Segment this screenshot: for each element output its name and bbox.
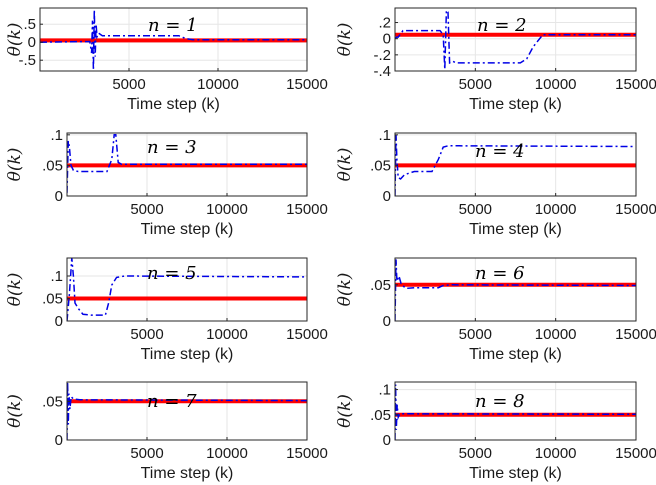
y-tick-label: .05 <box>42 393 63 410</box>
y-tick-label: .1 <box>378 382 391 399</box>
y-tick-label: .05 <box>42 157 63 174</box>
axis-frame <box>394 257 637 322</box>
x-tick-label: 5000 <box>459 76 492 93</box>
y-axis-label: θ(k) <box>335 23 355 57</box>
x-axis-label: Time step (k) <box>469 346 562 363</box>
y-axis-label: θ(k) <box>5 394 25 428</box>
y-axis-label: θ(k) <box>5 273 25 307</box>
subplot-title: n = 1 <box>148 15 198 36</box>
y-tick-label: -.5 <box>18 52 36 69</box>
x-axis-label: Time step (k) <box>127 96 220 113</box>
y-tick-label: .1 <box>50 268 63 285</box>
y-axis-label: θ(k) <box>335 273 355 307</box>
estimate-line <box>395 134 636 196</box>
subplot-2: 5000 10000 15000 -.4-.20.2 Time step (k) θ(k)… <box>335 7 656 113</box>
x-tick-label: 15000 <box>286 326 328 343</box>
y-axis-label: θ(k) <box>5 148 25 182</box>
y-tick-label: 0 <box>383 313 391 330</box>
x-tick-label: 10000 <box>206 445 248 462</box>
axis-frame <box>66 132 308 197</box>
estimate-line <box>67 382 307 440</box>
y-tick-label: 0 <box>383 188 391 205</box>
x-tick-label: 10000 <box>535 201 577 218</box>
x-tick-label: 10000 <box>535 445 577 462</box>
x-tick-label: 5000 <box>459 326 492 343</box>
y-tick-label: -.4 <box>373 63 391 80</box>
subplot-1: 5000 10000 15000 -.50.5 Time step (k) θ(k) n =… <box>5 7 328 113</box>
x-axis-label: Time step (k) <box>469 96 562 113</box>
x-tick-label: 10000 <box>206 201 248 218</box>
subplot-6: 5000 10000 15000 0 .05 Time step (k) θ(k) n = 6 <box>335 257 656 363</box>
y-tick-label: 0 <box>383 31 391 48</box>
axis-frame <box>394 7 637 72</box>
x-tick-label: 5000 <box>112 76 145 93</box>
x-tick-label: 5000 <box>459 445 492 462</box>
x-tick-label: 10000 <box>535 76 577 93</box>
y-tick-label: .1 <box>50 127 63 144</box>
x-tick-label: 5000 <box>459 201 492 218</box>
subplot-title: n = 5 <box>147 263 197 284</box>
subplot-3: 5000 10000 15000 0 .05 .1 Time step (k) θ(k) n =… <box>5 127 328 238</box>
subplot-title: n = 4 <box>475 141 525 162</box>
x-axis-label: Time step (k) <box>141 221 234 238</box>
y-tick-label: .2 <box>378 15 391 32</box>
x-tick-label: 15000 <box>615 201 656 218</box>
y-tick-label: 0 <box>55 313 63 330</box>
estimate-line <box>67 134 307 193</box>
x-tick-label: 5000 <box>130 326 163 343</box>
y-axis-label: θ(k) <box>335 148 355 182</box>
x-tick-label: 10000 <box>535 326 577 343</box>
x-axis-label: Time step (k) <box>469 221 562 238</box>
axis-frame <box>66 257 308 322</box>
subplot-title: n = 3 <box>147 137 197 158</box>
subplot-title: n = 7 <box>147 391 197 412</box>
y-tick-label: .05 <box>42 291 63 308</box>
x-tick-label: 15000 <box>615 76 656 93</box>
x-tick-label: 15000 <box>615 326 656 343</box>
subplot-title: n = 8 <box>475 391 525 412</box>
subplot-title: n = 2 <box>477 15 527 36</box>
y-tick-label: .1 <box>378 127 391 144</box>
x-tick-label: 15000 <box>286 445 328 462</box>
x-axis-label: Time step (k) <box>141 346 234 363</box>
plot-area <box>66 257 308 322</box>
x-axis-label: Time step (k) <box>141 465 234 482</box>
x-tick-label: 10000 <box>197 76 239 93</box>
y-tick-label: 0 <box>55 188 63 205</box>
subplot-7: 5000 10000 15000 0 .05 Time step (k) θ(k) n = 7 <box>5 381 328 482</box>
y-tick-label: .05 <box>370 277 391 294</box>
subplot-8: 5000 10000 15000 0 .05 .1 Time step (k) θ(k) n =… <box>335 381 656 482</box>
y-axis-label: θ(k) <box>5 23 25 57</box>
subplot-title: n = 6 <box>475 263 525 284</box>
x-tick-label: 15000 <box>615 445 656 462</box>
estimate-line <box>67 258 307 321</box>
y-tick-label: 0 <box>383 432 391 449</box>
estimate-line <box>395 384 636 440</box>
y-tick-label: 0 <box>55 432 63 449</box>
subplot-5: 5000 10000 15000 0 .05 .1 Time step (k) θ(k) n =… <box>5 257 328 363</box>
x-axis-label: Time step (k) <box>469 465 562 482</box>
plot-area <box>66 381 308 441</box>
axis-frame <box>394 381 637 441</box>
subplot-4: 5000 10000 15000 0 .05 .1 Time step (k) θ(k) n =… <box>335 127 656 238</box>
axis-frame <box>394 132 637 197</box>
x-tick-label: 15000 <box>286 76 328 93</box>
y-axis-label: θ(k) <box>335 394 355 428</box>
y-tick-label: -.2 <box>373 47 391 64</box>
y-tick-label: 0 <box>28 34 36 51</box>
estimate-line <box>395 8 636 70</box>
x-tick-label: 5000 <box>130 201 163 218</box>
axis-frame <box>39 7 308 72</box>
estimate-line <box>395 259 636 321</box>
estimate-line <box>40 9 307 71</box>
plot-area <box>394 257 637 322</box>
y-tick-label: .05 <box>370 157 391 174</box>
x-tick-label: 10000 <box>206 326 248 343</box>
y-tick-label: .5 <box>23 16 36 33</box>
axis-frame <box>66 381 308 441</box>
y-tick-label: .05 <box>370 407 391 424</box>
x-tick-label: 5000 <box>130 445 163 462</box>
x-tick-label: 15000 <box>286 201 328 218</box>
